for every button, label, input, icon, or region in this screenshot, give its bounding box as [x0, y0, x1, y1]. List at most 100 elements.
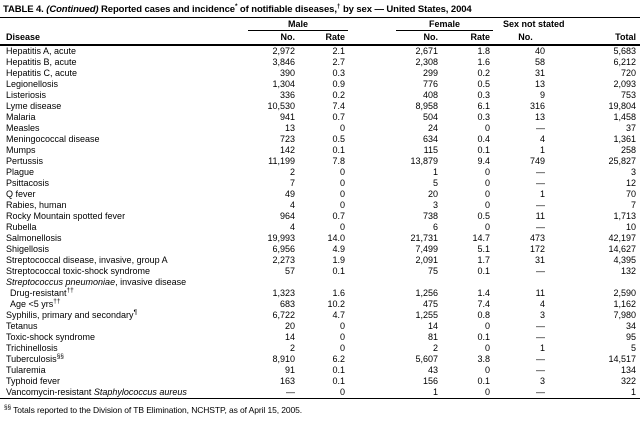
cell-male-no: 2 — [289, 167, 295, 177]
footnote-text: Totals reported to the Division of TB El… — [11, 405, 303, 415]
cell-sns-no: 1 — [540, 145, 546, 155]
disease-name: Meningococcal disease — [6, 134, 100, 144]
table-row: Age <5 yrs†† 683 10.2 475 7.4 4 1,162 — [0, 298, 640, 310]
disease-name: Measles — [6, 123, 40, 133]
cell-male-rate: 0 — [340, 332, 346, 342]
footnote-marker: †† — [53, 298, 61, 305]
cell-male-no: 142 — [279, 145, 295, 155]
cell-male-rate: 0 — [340, 321, 346, 331]
table-row: Q fever 49 0 20 0 1 70 — [0, 189, 640, 200]
cell-female-no: 776 — [422, 79, 439, 89]
cell-male-rate: 1.9 — [332, 255, 346, 265]
disease-name: Psittacosis — [6, 178, 50, 188]
table-row: Tetanus 20 0 14 0 — 34 — [0, 321, 640, 332]
col-header-female-rate: Rate — [441, 31, 494, 46]
cell-female-rate: 0 — [485, 343, 491, 353]
cell-male-rate: 0 — [340, 178, 346, 188]
cell-sns-no: — — [536, 321, 546, 331]
cell-total: 37 — [626, 123, 637, 133]
table-row: Salmonellosis 19,993 14.0 21,731 14.7 473 42,1… — [0, 233, 640, 244]
cell-total: 6,212 — [613, 57, 637, 67]
cell-female-rate: 0.3 — [477, 112, 491, 122]
cell-male-no: 723 — [279, 134, 295, 144]
cell-female-rate: 7.4 — [477, 299, 491, 309]
table-row: Rocky Mountain spotted fever 964 0.7 738 0.5… — [0, 211, 640, 222]
table-row: Vancomycin-resistant Staphylococcus aure… — [0, 387, 640, 399]
cell-sns-no — [493, 277, 548, 288]
cell-total: 1,162 — [613, 299, 637, 309]
cell-male-rate: 0.5 — [332, 134, 346, 144]
table-row: Hepatitis A, acute 2,972 2.1 2,671 1.8 40 5,68… — [0, 45, 640, 57]
col-header-male-no: No. — [248, 31, 298, 46]
cell-female-rate: 0 — [485, 321, 491, 331]
cell-sns-no: 172 — [529, 244, 546, 254]
cell-female-no: 299 — [422, 68, 439, 78]
title-footnote-star: * — [234, 2, 238, 10]
table-row: Legionellosis 1,304 0.9 776 0.5 13 2,093 — [0, 79, 640, 90]
col-header-male-rate: Rate — [298, 31, 349, 46]
disease-name: Mumps — [6, 145, 36, 155]
cell-female-no: 8,958 — [415, 101, 439, 111]
cell-total: 5,683 — [613, 46, 637, 56]
cell-male-rate — [298, 277, 348, 288]
disease-name: Streptococcal toxic-shock syndrome — [6, 266, 151, 276]
cell-total: 95 — [626, 332, 637, 342]
title-segment-3: by sex — United States, 2004 — [340, 4, 472, 15]
cell-female-rate: 0 — [485, 178, 491, 188]
disease-name: Tularemia — [6, 365, 46, 375]
disease-name: Drug-resistant†† — [10, 287, 74, 298]
footnote-marker: ¶ — [133, 309, 138, 316]
cell-male-rate: 14.0 — [327, 233, 346, 243]
disease-name: Hepatitis A, acute — [6, 46, 77, 56]
title-continued: (Continued) — [46, 4, 99, 15]
cell-male-no: 2,273 — [272, 255, 295, 265]
cell-male-rate: 0 — [340, 222, 346, 232]
table-row: Measles 13 0 24 0 — 37 — [0, 123, 640, 134]
table-row: Toxic-shock syndrome 14 0 81 0.1 — 95 — [0, 332, 640, 343]
cell-sns-no: 31 — [535, 255, 546, 265]
cell-male-no: 91 — [284, 365, 295, 375]
table-header: Male Female Sex not stated Disease No. R… — [0, 18, 640, 46]
cell-sns-no: 4 — [540, 134, 546, 144]
cell-female-rate: 0 — [485, 387, 491, 397]
cell-total: 1,713 — [613, 211, 637, 221]
cell-male-no: 1,304 — [272, 79, 295, 89]
table-row: Shigellosis 6,956 4.9 7,499 5.1 172 14,627 — [0, 244, 640, 255]
cell-male-rate: 0 — [340, 167, 346, 177]
cell-male-rate: 0.1 — [332, 365, 346, 375]
table-row: Streptococcal toxic-shock syndrome 57 0.1 7… — [0, 266, 640, 277]
cell-female-no: 24 — [428, 123, 439, 133]
cell-male-rate: 0.1 — [332, 266, 346, 276]
cell-female-no: 634 — [422, 134, 439, 144]
cell-sns-no: — — [536, 167, 546, 177]
cell-total: 132 — [620, 266, 637, 276]
cell-female-no: 156 — [422, 376, 439, 386]
cell-male-no: 941 — [279, 112, 295, 122]
cell-male-rate: 6.2 — [332, 354, 346, 364]
cell-female-rate: 1.8 — [477, 46, 491, 56]
group-header-male: Male — [248, 18, 349, 31]
group-header-row: Male Female Sex not stated — [0, 18, 640, 31]
cell-total: 14,517 — [608, 354, 637, 364]
cell-male-rate: 0 — [340, 123, 346, 133]
cell-male-no: 11,199 — [268, 156, 295, 166]
cell-male-rate: 7.8 — [332, 156, 346, 166]
cell-sns-no: — — [536, 200, 546, 210]
cell-female-no: 5,607 — [415, 354, 439, 364]
cell-total: 7 — [631, 200, 637, 210]
cell-female-no: 5 — [433, 178, 439, 188]
cell-male-rate: 0 — [340, 387, 346, 397]
cell-total: 1,458 — [613, 112, 637, 122]
cell-male-rate: 0.2 — [332, 90, 346, 100]
cell-female-no: 81 — [428, 332, 439, 342]
disease-name: Listeriosis — [6, 90, 47, 100]
cell-sns-no: — — [536, 266, 546, 276]
cell-male-no: 336 — [279, 90, 295, 100]
table-row: Typhoid fever 163 0.1 156 0.1 3 322 — [0, 376, 640, 387]
cell-sns-no: 4 — [540, 299, 546, 309]
cell-female-rate: 5.1 — [477, 244, 491, 254]
cell-female-rate: 0 — [485, 167, 491, 177]
cell-male-no: 1,323 — [272, 288, 295, 298]
column-header-row: Disease No. Rate No. Rate No. Total — [0, 31, 640, 46]
cell-male-no: 2,972 — [272, 46, 295, 56]
